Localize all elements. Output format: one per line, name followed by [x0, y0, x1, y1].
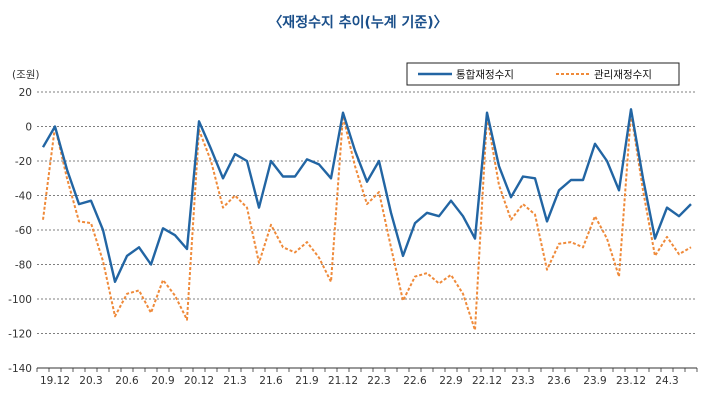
gridlines — [37, 91, 697, 334]
y-tick-label: 20 — [19, 87, 32, 99]
y-tick-label: -80 — [15, 260, 32, 272]
x-tick-label: 24.3 — [655, 375, 678, 387]
x-tick-label: 19.12 — [40, 375, 70, 387]
y-tick-labels: 20 0 -20 -40 -60 -80 -100 -120 -140 — [8, 87, 32, 375]
y-tick-label: -120 — [8, 329, 32, 341]
y-tick-label: -140 — [8, 363, 32, 375]
legend-label-integrated-balance: 통합재정수지 — [456, 69, 514, 81]
y-tick-label: -100 — [8, 294, 32, 306]
chart-title: 〈재정수지 추이(누계 기준)〉 — [268, 14, 447, 31]
x-tick-label: 20.3 — [79, 375, 102, 387]
y-tick-label: -60 — [15, 225, 32, 237]
x-tick-labels: 19.12 20.3 20.6 20.9 20.12 21.3 21.6 21.9 21.12 2… — [40, 375, 679, 387]
legend-label-managed-balance: 관리재정수지 — [594, 69, 652, 81]
legend: 통합재정수지 관리재정수지 — [406, 62, 680, 86]
legend-box — [406, 62, 680, 86]
x-tick-label: 20.6 — [115, 375, 139, 387]
x-tick-label: 23.6 — [547, 375, 571, 387]
x-tick-label: 22.3 — [367, 375, 390, 387]
x-tick-label: 21.3 — [223, 375, 246, 387]
x-tick-label: 23.3 — [511, 375, 534, 387]
x-tick-label: 22.12 — [472, 375, 502, 387]
series-line-0 — [41, 108, 692, 283]
x-tick-label: 23.9 — [583, 375, 606, 387]
y-tick-label: -20 — [15, 156, 32, 168]
series-lines — [41, 108, 692, 332]
y-tick-label: 0 — [25, 122, 32, 134]
y-axis-unit-label: (조원) — [12, 69, 40, 81]
x-tick-label: 21.6 — [259, 375, 283, 387]
x-tick-label: 22.9 — [439, 375, 462, 387]
x-tick-label: 23.12 — [616, 375, 646, 387]
axes — [36, 367, 698, 372]
x-tick-label: 20.9 — [151, 375, 174, 387]
y-tick-label: -40 — [15, 191, 32, 203]
series-line-1 — [42, 111, 692, 332]
x-tick-label: 22.6 — [403, 375, 427, 387]
x-tick-label: 21.12 — [328, 375, 358, 387]
x-tick-label: 21.9 — [295, 375, 318, 387]
x-tick-label: 20.12 — [184, 375, 214, 387]
